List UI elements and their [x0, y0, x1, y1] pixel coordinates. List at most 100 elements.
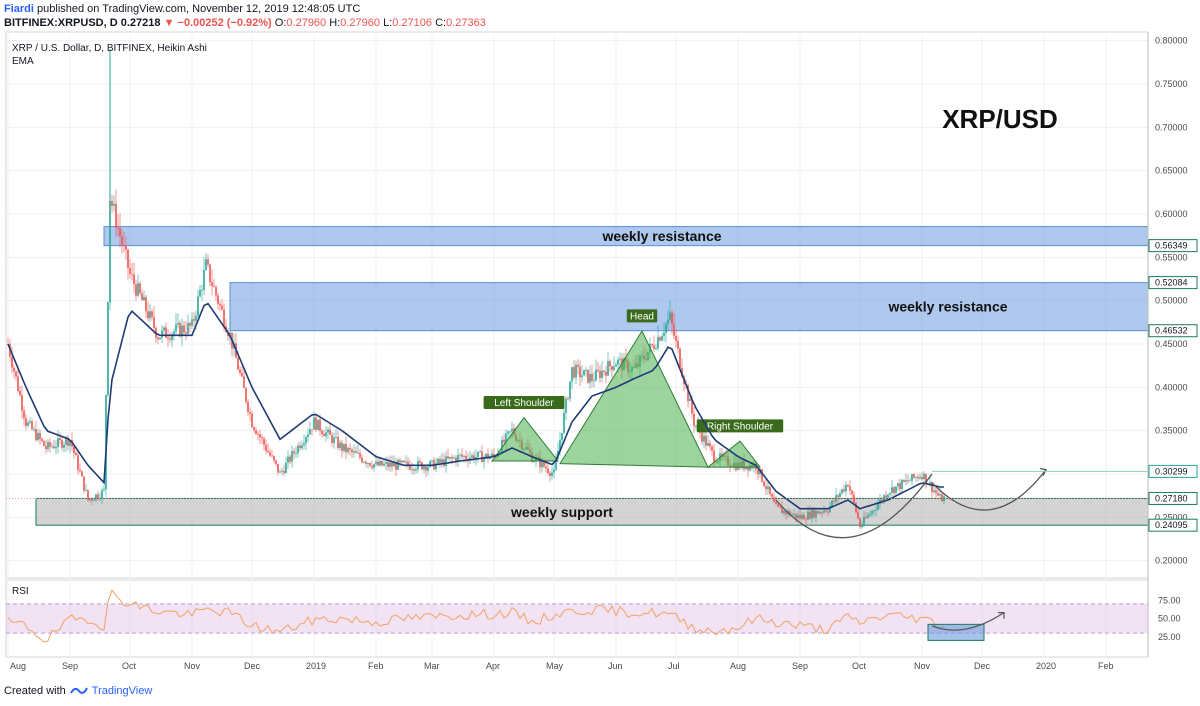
candle-body	[131, 273, 133, 275]
candle-body	[325, 432, 327, 437]
candle-body	[57, 438, 59, 448]
candle-body	[701, 432, 703, 442]
candle-body	[695, 425, 697, 427]
candle-body	[603, 370, 605, 372]
candle-body	[393, 463, 395, 467]
candle-body	[151, 311, 153, 317]
y-tick-label: 0.35000	[1155, 426, 1188, 436]
projection-curve	[931, 469, 1047, 511]
candle-body	[619, 358, 621, 360]
candle-body	[11, 356, 13, 368]
candle-body	[275, 460, 277, 464]
candle-body	[471, 455, 473, 458]
candle-body	[171, 334, 173, 340]
legend-indicator: EMA	[12, 56, 34, 67]
chart-title: XRP/USD	[942, 104, 1058, 134]
candle-body	[435, 463, 437, 470]
candle-body	[473, 455, 475, 461]
axis-layer: 0.80000 0.75000 0.70000 0.65000 0.60000 0.550…	[10, 32, 1198, 671]
candle-body	[821, 512, 823, 514]
legend-title: XRP / U.S. Dollar, D, BITFINEX, Heikin A…	[12, 43, 207, 54]
candle-body	[419, 461, 421, 463]
candle-body	[15, 371, 17, 377]
candle-body	[869, 514, 871, 516]
candle-body	[291, 451, 293, 462]
candle-body	[443, 459, 445, 466]
candle-body	[29, 421, 31, 423]
candle-body	[483, 456, 485, 463]
candle-body	[269, 452, 271, 456]
candle-body	[509, 431, 511, 433]
candle-body	[891, 487, 893, 493]
candle-body	[287, 456, 289, 463]
candle-body	[921, 476, 923, 480]
candle-body	[847, 485, 849, 487]
candle-body	[411, 469, 413, 471]
left-shoulder-label: Left Shoulder	[494, 398, 554, 409]
candle-body	[819, 512, 821, 514]
candle-body	[669, 312, 671, 320]
last-price: 0.27218	[120, 17, 161, 29]
candle-body	[705, 435, 707, 446]
candle-body	[355, 451, 357, 454]
candle-body	[479, 451, 481, 453]
y-tick-label: 0.20000	[1155, 556, 1188, 566]
candle-body	[907, 480, 909, 482]
candle-body	[791, 514, 793, 516]
rsi-tick-label: 75.00	[1158, 595, 1181, 605]
candle-body	[805, 519, 807, 521]
candle-body	[707, 443, 709, 446]
candle-body	[611, 366, 613, 371]
candle-body	[577, 364, 579, 367]
candle-body	[681, 367, 683, 377]
footer-brand[interactable]: TradingView	[91, 685, 153, 697]
candle-body	[305, 437, 307, 444]
candle-body	[503, 439, 505, 443]
candle-body	[173, 331, 175, 335]
candle-body	[933, 490, 935, 492]
candle-body	[335, 436, 337, 438]
zone-label: weekly resistance	[887, 299, 1007, 315]
candle-body	[553, 469, 555, 473]
candle-body	[423, 466, 425, 470]
candle-body	[59, 438, 61, 441]
candle-body	[383, 463, 385, 466]
candle-body	[593, 380, 595, 382]
candle-body	[381, 460, 383, 466]
candle-body	[257, 434, 259, 435]
publish-info: published on TradingView.com, November 1…	[37, 3, 361, 15]
candle-body	[365, 462, 367, 464]
candle-body	[855, 503, 857, 513]
x-tick-label: Jun	[608, 661, 623, 671]
y-tick-label: 0.80000	[1155, 36, 1188, 46]
rsi-line	[7, 589, 945, 643]
zone-label: weekly resistance	[601, 228, 721, 244]
candle-body	[401, 460, 403, 463]
candle-body	[217, 295, 219, 304]
footer: Created with TradingView	[4, 685, 152, 697]
x-tick-label: Apr	[486, 661, 500, 671]
candle-body	[459, 454, 461, 456]
candle-body	[587, 369, 589, 383]
candle-body	[597, 369, 599, 371]
candle-body	[825, 510, 827, 512]
candle-body	[447, 456, 449, 459]
candle-body	[23, 410, 25, 419]
candle-body	[199, 290, 201, 297]
candle-body	[389, 462, 391, 467]
candle-body	[835, 495, 837, 502]
candle-body	[91, 499, 93, 501]
head-label: Head	[630, 311, 654, 322]
candle-body	[451, 456, 453, 459]
candle-body	[111, 200, 113, 206]
candle-body	[69, 440, 71, 446]
x-tick-label: Dec	[974, 661, 991, 671]
candle-body	[283, 470, 285, 474]
candle-body	[505, 433, 507, 443]
author-name[interactable]: Fiardi	[4, 3, 34, 15]
candle-body	[193, 319, 195, 321]
candle-body	[803, 515, 805, 520]
candle-body	[339, 442, 341, 449]
head-triangle	[559, 329, 709, 468]
